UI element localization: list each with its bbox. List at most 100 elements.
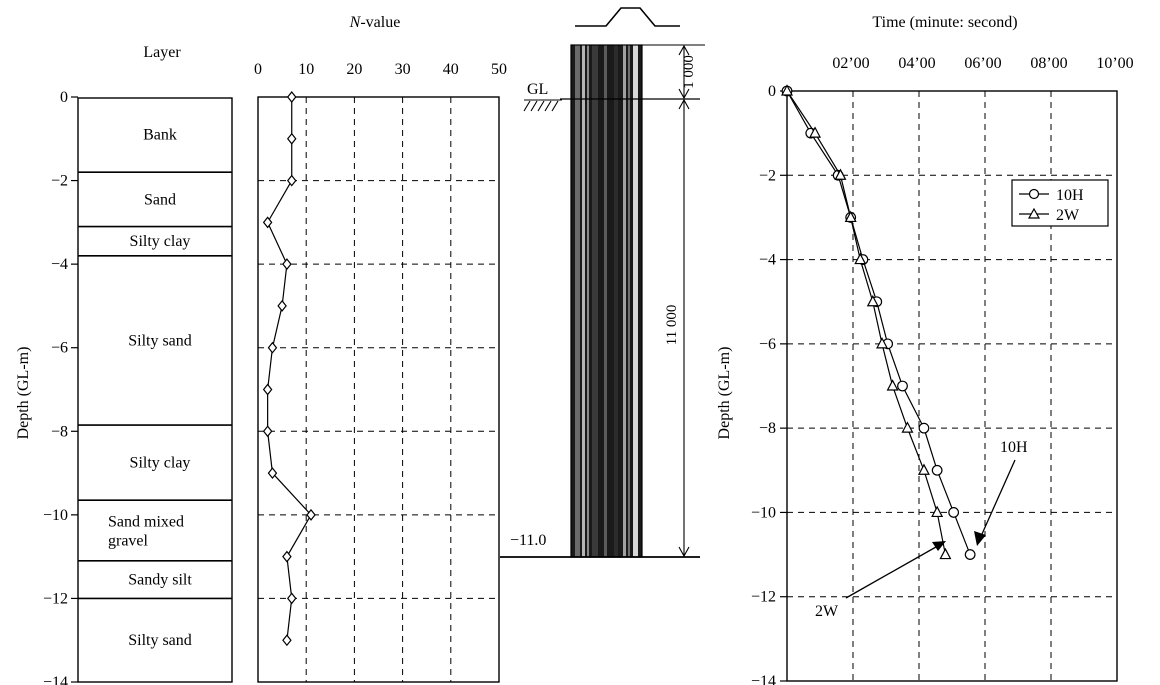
n-value-point [286, 91, 297, 103]
time-depth-tick-label: −8 [759, 420, 776, 437]
n-value-point [306, 508, 316, 521]
layer-rows: Bank Sand Silty clay Silty sand Silty clay Sa… [78, 127, 232, 649]
layer-depth-tick-label: −14 [43, 674, 68, 685]
point-2w [854, 252, 867, 265]
time-grid [787, 91, 1117, 681]
n-value-point [286, 174, 297, 187]
n-value-point [262, 383, 273, 396]
time-depth-tick-label: −6 [759, 336, 776, 353]
n-value-point [267, 467, 278, 480]
point-2w [866, 294, 879, 307]
annotation-10h-arrowhead-icon [974, 531, 986, 546]
n-value-tick-label: 20 [346, 61, 362, 78]
time-axis-title: Time (minute: second) [872, 14, 1017, 31]
layer-name: Silty sand [128, 632, 192, 649]
n-value-panel: N-value 0 10 20 30 40 50 [254, 14, 507, 683]
point-10h [918, 422, 930, 434]
n-value-line [266, 97, 312, 641]
layer-name: Silty clay [130, 455, 191, 472]
time-tick-label: 10’00 [1096, 55, 1133, 72]
time-plot-frame [786, 90, 1118, 682]
ground-hatch-icon [523, 99, 562, 112]
pile-tip-level-label: −11.0 [510, 532, 546, 549]
point-2w [886, 379, 899, 391]
n-value-point [286, 592, 297, 605]
layer-column-frame [77, 97, 233, 683]
n-value-title: N-value [349, 14, 401, 31]
layer-depth-tick-label: −2 [51, 173, 68, 190]
n-value-series [262, 91, 316, 647]
n-value-point [262, 216, 273, 229]
n-value-x-ticks: 0 10 20 30 40 50 [254, 61, 507, 78]
layer-title: Layer [143, 44, 181, 61]
layer-panel: Layer Depth (GL-m) 0 −2 −4 −6 −8 −10 −12 −14 Ba… [15, 44, 233, 685]
point-2w [876, 337, 889, 349]
time-x-ticks: 02’00 04’00 06’00 08’00 10’00 [832, 55, 1133, 72]
time-depth-tick-label: −12 [751, 589, 776, 606]
time-tick-label: 06’00 [964, 55, 1001, 72]
point-2w [844, 210, 857, 223]
n-value-point [286, 132, 297, 145]
time-depth-tick-label: −14 [751, 673, 776, 685]
series-line-2w [786, 90, 946, 555]
n-value-point [282, 634, 292, 647]
ground-level-label: GL [527, 81, 548, 98]
right-depth-axis-label: Depth (GL-m) [716, 347, 733, 440]
pile-diagram: GL −11.0 1 000 11 000 [500, 7, 705, 558]
pile-head-dimension: 1 000 [681, 55, 697, 89]
layer-depth-tick-label: 0 [60, 89, 68, 106]
time-panel: Time (minute: second) Depth (GL-m) 02’00… [716, 14, 1134, 685]
left-depth-axis-label: Depth (GL-m) [15, 347, 32, 440]
point-2w [939, 547, 952, 560]
legend-triangle-marker-icon [1027, 207, 1041, 219]
point-2w [917, 463, 930, 475]
time-depth-tick-label: 0 [768, 83, 776, 100]
time-tick-label: 04’00 [898, 55, 935, 72]
annotation-2w-arrowhead-icon [932, 541, 946, 551]
point-10h [964, 549, 976, 560]
point-2w [781, 84, 793, 96]
time-depth-tick-label: −10 [751, 504, 776, 521]
n-value-point [267, 341, 278, 354]
n-value-tick-label: 30 [395, 61, 411, 78]
n-value-tick-label: 0 [254, 61, 262, 78]
layer-name: Sand [144, 191, 176, 208]
layer-depth-ticks: 0 −2 −4 −6 −8 −10 −12 −14 [43, 89, 78, 685]
time-tick-label: 08’00 [1030, 55, 1067, 72]
layer-name: Silty sand [128, 332, 192, 349]
series-line-10h [786, 90, 971, 555]
n-value-point [282, 258, 292, 271]
legend: 10H 2W [1011, 179, 1109, 227]
time-depth-tick-label: −4 [759, 252, 776, 269]
pile-length-dimension: 11 000 [664, 305, 680, 346]
annotation-10h: 10H [1000, 439, 1028, 456]
point-10h [897, 380, 908, 392]
point-10h [931, 464, 943, 476]
time-y-ticks: 0 −2 −4 −6 −8 −10 −12 −14 [751, 83, 787, 685]
layer-name: Silty clay [130, 233, 191, 250]
layer-name: Sand mixed gravel [108, 514, 184, 550]
point-2w [901, 421, 914, 433]
time-tick-label: 02’00 [832, 55, 869, 72]
layer-depth-tick-label: −4 [51, 256, 68, 273]
point-2w [834, 168, 847, 180]
pile-cap-shape [575, 7, 680, 27]
n-value-grid [258, 97, 499, 682]
n-value-point [262, 425, 273, 438]
layer-name: Sandy silt [128, 572, 192, 589]
n-value-tick-label: 10 [298, 61, 314, 78]
annotations: 10H 2W [815, 439, 1028, 620]
legend-entry-10h: 10H [1056, 187, 1084, 204]
n-value-point [282, 550, 292, 563]
annotation-2w: 2W [815, 603, 839, 620]
layer-depth-tick-label: −10 [43, 507, 68, 524]
time-series [781, 84, 976, 560]
pile-shaft [570, 44, 643, 558]
time-depth-tick-label: −2 [759, 167, 776, 184]
n-value-point [277, 299, 287, 312]
n-value-tick-label: 40 [443, 61, 459, 78]
layer-name: Bank [143, 127, 177, 144]
layer-depth-tick-label: −6 [51, 340, 68, 357]
point-2w [931, 505, 944, 518]
